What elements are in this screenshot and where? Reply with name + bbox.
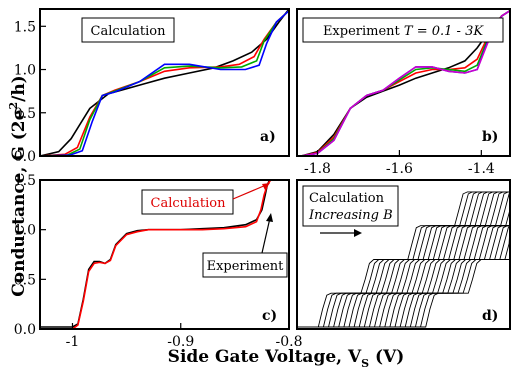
panel-c-series-1 <box>72 179 272 330</box>
panel-a: 0.0 0.5 1.0 1.5 Calculation a) <box>14 8 290 165</box>
panel-a-series-2 <box>39 10 290 157</box>
panel-d-series-9 <box>343 191 511 328</box>
panel-c-exp-arrowhead <box>266 213 273 222</box>
panel-d-label: d) <box>482 308 498 324</box>
panel-a-y-tick-label-0: 0.0 <box>14 149 36 165</box>
panel-c-x-tick-label-0: -1 <box>66 334 80 350</box>
panel-c-y-tick-label-1: 0.5 <box>14 272 36 288</box>
panel-b-annotation-text: Experiment <box>323 24 404 39</box>
panel-d-frame <box>296 179 511 330</box>
panel-b-annotation-range: = 0.1 - 3K <box>413 24 485 39</box>
panel-b-label: b) <box>482 129 498 145</box>
panel-b-annotation: Experiment T = 0.1 - 3K <box>323 24 484 39</box>
panel-c-exp-box <box>202 252 288 278</box>
panel-c-y-ticks: 0.0 0.5 1.0 1.5 <box>14 173 46 338</box>
panel-c-x-tick-label-2: -0.8 <box>276 334 303 350</box>
panel-b-annotation-var: T <box>404 24 414 39</box>
panel-c-y-tick-label-0: 0.0 <box>14 322 36 338</box>
panel-d-annotation-box <box>302 185 399 227</box>
y-axis-label: Conductance, G (2e2/h) <box>7 75 29 296</box>
panel-d-annotation-line2: Increasing B <box>308 208 393 223</box>
x-axis-label: Side Gate Voltage, VS (V) <box>168 347 405 370</box>
panel-a-y-tick-label-1: 0.5 <box>14 106 36 122</box>
panel-a-series-3 <box>39 10 290 157</box>
panel-c-exp-label: Experiment <box>207 259 285 274</box>
panel-c-exp-arrow <box>261 217 271 254</box>
panel-b-frame <box>296 8 511 157</box>
panel-a-annotation: Calculation <box>91 24 167 39</box>
panel-a-label: a) <box>260 129 276 145</box>
y-axis-label-sup: 2 <box>7 102 20 110</box>
panel-a-y-tick-label-3: 1.5 <box>14 19 36 35</box>
x-axis-label-tail: (V) <box>369 347 404 367</box>
panel-d-annotation-line1: Calculation <box>309 191 385 206</box>
panel-a-y-tick-label-2: 1.0 <box>14 63 36 79</box>
panel-b-x-tick-label-2: -1.4 <box>468 161 495 177</box>
panel-b-x-ticks: -1.8 -1.6 -1.4 <box>304 150 495 177</box>
panel-b: -1.8 -1.6 -1.4 Experiment T = 0.1 - 3K b) <box>296 8 511 177</box>
panel-c-calc-box <box>141 189 234 215</box>
panel-c-calc-arrow <box>232 184 267 200</box>
panel-c-plot <box>40 179 273 330</box>
panel-b-annotation-box <box>302 17 504 43</box>
panel-c-y-tick-label-2: 1.0 <box>14 223 36 239</box>
y-axis-label-main: Conductance, G (2e <box>9 109 29 296</box>
panel-a-series-1 <box>39 10 290 157</box>
panel-d-arrowhead <box>354 229 362 237</box>
panel-c-x-tick-label-1: -0.9 <box>167 334 194 350</box>
panel-c: 0.0 0.5 1.0 1.5 -1 -0.9 -0.8 Calculation Expe… <box>14 173 303 350</box>
panel-c-calc-arrowhead <box>262 183 270 190</box>
panel-b-x-tick-label-0: -1.8 <box>304 161 331 177</box>
x-axis-label-sub: S <box>361 357 369 370</box>
panel-c-label: c) <box>262 308 277 324</box>
panel-b-series-4 <box>300 10 511 157</box>
panel-c-y-tick-label-3: 1.5 <box>14 173 36 189</box>
y-axis-label-tail: /h) <box>9 75 29 102</box>
panel-b-x-tick-label-1: -1.6 <box>386 161 413 177</box>
panel-a-plot <box>39 8 290 157</box>
panel-a-y-ticks: 0.0 0.5 1.0 1.5 <box>14 19 46 165</box>
panel-c-frame <box>39 179 290 330</box>
panel-d-series-10 <box>348 191 511 328</box>
panel-a-annotation-box <box>81 17 175 43</box>
panel-a-frame <box>39 8 290 157</box>
x-axis-label-main: Side Gate Voltage, V <box>168 347 362 367</box>
panel-d: Calculation Increasing B d) <box>296 179 511 330</box>
panel-c-x-ticks: -1 -0.9 -0.8 <box>66 323 303 350</box>
panel-c-calc-label: Calculation <box>151 196 227 211</box>
